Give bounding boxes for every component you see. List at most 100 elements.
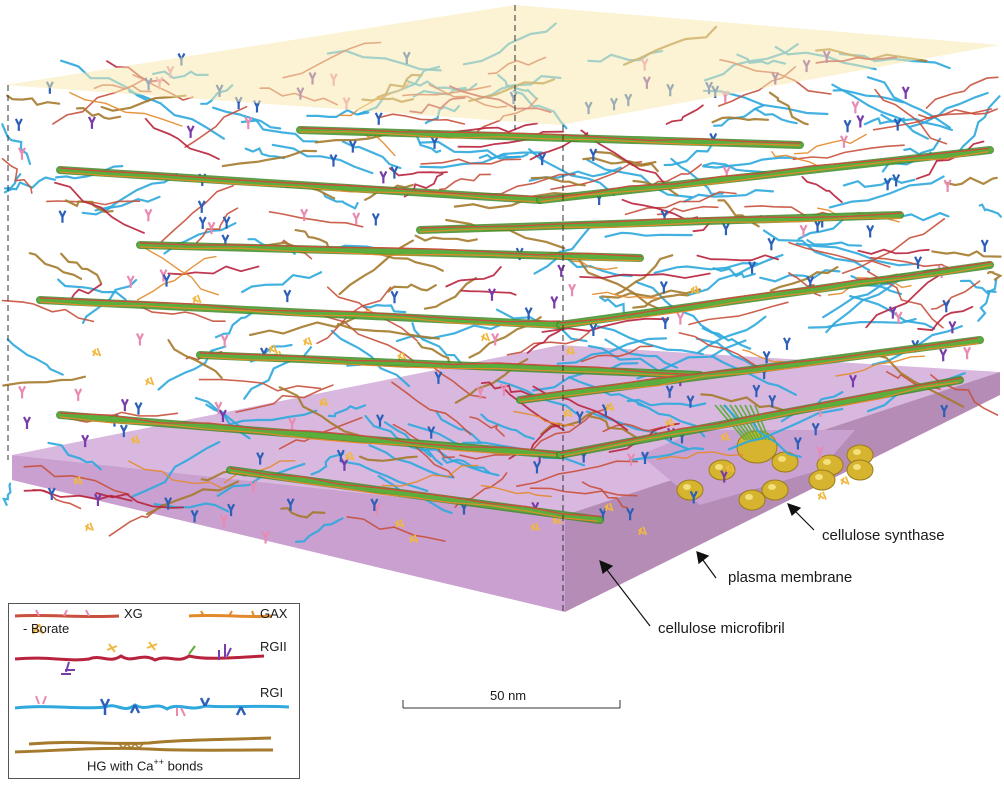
side-chain-branch bbox=[283, 289, 292, 303]
hg-strand bbox=[768, 91, 809, 126]
synthase-arrow-head bbox=[787, 503, 802, 517]
microfibril-coating bbox=[59, 412, 560, 454]
borate-crosslink bbox=[605, 402, 615, 412]
side-chain-branch bbox=[939, 348, 948, 362]
side-chain-branch bbox=[476, 386, 485, 399]
side-chain-branch bbox=[329, 154, 338, 167]
synthase-complex bbox=[738, 489, 766, 511]
top-plane bbox=[5, 5, 1000, 125]
hg-strand bbox=[453, 191, 574, 210]
rgi-strand bbox=[626, 398, 707, 408]
rgi-strand bbox=[330, 329, 411, 388]
rgi-strand bbox=[478, 153, 529, 160]
xg-strand bbox=[380, 113, 466, 125]
side-chain-branch bbox=[948, 320, 957, 334]
side-chain-branch bbox=[14, 118, 23, 131]
synthase-highlight bbox=[815, 474, 823, 480]
microfibril bbox=[137, 242, 643, 261]
borate-crosslink bbox=[817, 491, 827, 500]
xg-strand bbox=[160, 184, 234, 243]
xg-strand bbox=[438, 173, 492, 191]
side-chain-branch bbox=[227, 503, 236, 517]
microfibril bbox=[57, 167, 543, 203]
rgi-strand bbox=[340, 460, 429, 492]
gax-strand bbox=[480, 484, 552, 498]
xg-strand bbox=[788, 241, 891, 268]
xg-strand bbox=[792, 144, 905, 161]
rgii-strand bbox=[579, 272, 711, 279]
side-chain-branch bbox=[119, 424, 128, 438]
rgi-strand bbox=[306, 108, 370, 118]
hg-strand bbox=[944, 176, 998, 187]
cellulose-synthase-label: cellulose synthase bbox=[822, 527, 945, 544]
side-chain-branch bbox=[524, 307, 533, 320]
side-chain-branch bbox=[689, 490, 698, 504]
side-chain-branch bbox=[336, 449, 345, 463]
rgi-strand bbox=[759, 269, 841, 283]
synthase-complex bbox=[808, 469, 836, 491]
hg-strand bbox=[167, 339, 223, 379]
microfibril bbox=[37, 297, 563, 328]
side-chain-branch bbox=[18, 385, 27, 399]
microfibril-coating bbox=[559, 264, 992, 328]
borate-crosslink bbox=[725, 463, 735, 473]
rgi-strand bbox=[670, 157, 724, 195]
microfibril bbox=[227, 467, 603, 523]
side-chain-branch bbox=[665, 385, 674, 398]
hg-strand bbox=[769, 266, 839, 292]
side-chain-branch bbox=[348, 140, 357, 153]
side-chain-branch bbox=[849, 374, 857, 388]
side-chain-branch bbox=[816, 446, 825, 459]
rgii-strand bbox=[480, 381, 533, 397]
borate-crosslink bbox=[192, 294, 202, 304]
rgi-strand bbox=[131, 441, 221, 498]
side-chain-branch bbox=[81, 434, 90, 448]
side-chain-branch bbox=[980, 239, 989, 252]
synthase-highlight bbox=[683, 484, 691, 490]
synthase-highlight bbox=[715, 464, 723, 470]
side-chain-branch bbox=[214, 401, 223, 415]
legend-hg-superscript: ++ bbox=[153, 757, 164, 767]
microfibril-coating bbox=[199, 352, 700, 376]
synthase-complex bbox=[846, 459, 874, 481]
rgi-strand bbox=[1, 482, 12, 506]
microfibril-coating bbox=[539, 151, 989, 203]
rgii-strand bbox=[460, 289, 517, 296]
side-chain-branch bbox=[661, 316, 670, 330]
side-chain-branch bbox=[767, 237, 776, 251]
membrane-front-face bbox=[12, 455, 565, 612]
side-chain-branch bbox=[300, 208, 309, 222]
rgi-strand bbox=[762, 229, 871, 272]
rgii-strand bbox=[541, 317, 669, 333]
microfibril-coating bbox=[519, 343, 979, 403]
rgi-strand bbox=[241, 271, 323, 294]
gax-strand bbox=[381, 464, 479, 487]
rgi-strand bbox=[585, 410, 689, 450]
rgi-strand bbox=[295, 517, 344, 543]
borate-crosslink bbox=[394, 518, 405, 528]
borate-crosslink bbox=[665, 418, 675, 427]
rgii-strand bbox=[801, 176, 843, 203]
rgi-strand bbox=[653, 262, 759, 274]
xg-strand bbox=[581, 481, 628, 509]
side-chain-branch bbox=[676, 312, 685, 325]
rgii-strand bbox=[445, 266, 502, 288]
gax-strand bbox=[136, 255, 217, 301]
side-chain-branch bbox=[261, 530, 270, 544]
synthase-highlight bbox=[778, 456, 786, 462]
rgii-strand bbox=[857, 248, 930, 255]
side-chain-branch bbox=[427, 426, 436, 439]
rgi-strand bbox=[57, 278, 127, 301]
side-chain-branch bbox=[499, 383, 508, 396]
xg-strand bbox=[346, 516, 446, 542]
synthase-highlight bbox=[768, 484, 776, 490]
borate-crosslink bbox=[302, 336, 313, 346]
side-chain-branch bbox=[721, 222, 730, 236]
xg-strand bbox=[1, 157, 33, 194]
xg-strand bbox=[788, 272, 822, 297]
synthase-highlight bbox=[823, 459, 831, 465]
rgi-strand bbox=[244, 147, 286, 160]
hg-strand bbox=[280, 506, 326, 519]
rgi-strand bbox=[978, 203, 1002, 218]
